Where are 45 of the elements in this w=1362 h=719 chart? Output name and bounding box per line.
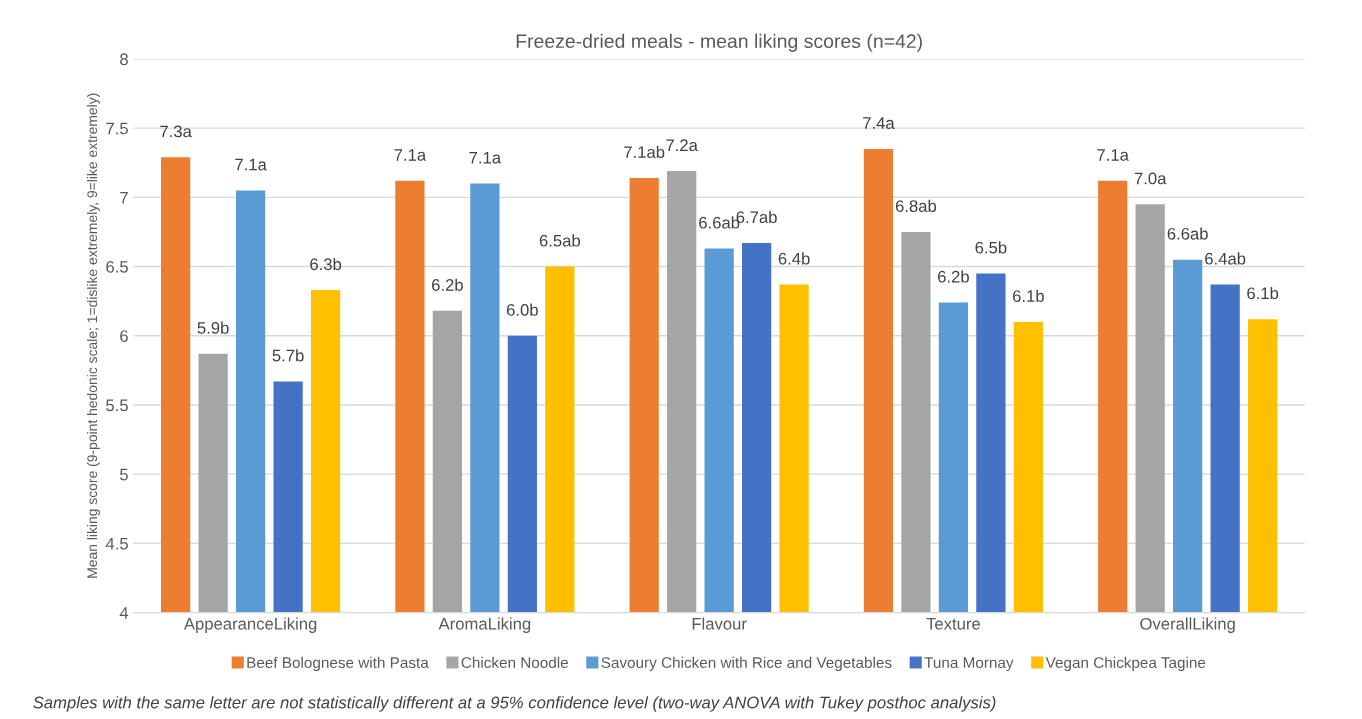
x-tick-label: AppearanceLiking [183, 617, 317, 633]
data-label: 6.4b [778, 252, 810, 265]
x-tick-label: OverallLiking [1140, 617, 1235, 633]
y-tick-label: 8 [120, 53, 128, 66]
legend-label: Beef Bolognese with Pasta [247, 656, 429, 672]
data-label: 7.0a [1134, 172, 1167, 185]
data-label: 6.4ab [1205, 252, 1246, 265]
data-label: 7.1a [469, 151, 502, 164]
x-tick-label: Texture [926, 618, 980, 630]
data-label: 7.2a [666, 139, 698, 152]
chart-title: Freeze-dried meals - mean liking scores (n=42) [516, 33, 922, 52]
data-label: 6.1b [1247, 286, 1279, 300]
x-tick-label: Flavour [692, 617, 747, 630]
data-label: 6.6ab [1167, 227, 1208, 240]
data-label: 7.1a [235, 158, 267, 171]
text: Samples with the same letter are not statistically different at a 95% confidence level (two-way ANOVA with Tukey posthoc analysis) [33, 696, 996, 712]
legend-label: Savoury Chicken with Rice and Vegetables [601, 656, 892, 672]
x-tick-label: AromaLiking [438, 617, 531, 633]
y-tick-label: 5.5 [106, 399, 128, 412]
data-label: 6.1b [1012, 289, 1044, 302]
y-axis-title: Mean liking score (9-point hedonic scale; 1=dislike extremely, 9=like extremely) [86, 93, 100, 578]
legend-label: Vegan Chickpea Tagine [1045, 656, 1206, 672]
y-tick-label: 7 [120, 191, 128, 204]
y-tick-label: 6 [120, 330, 128, 342]
y-tick-label: 4.5 [105, 537, 128, 550]
data-label: 5.9b [197, 321, 229, 334]
data-label: 6.2b [432, 278, 463, 291]
y-tick-label: 5 [120, 468, 128, 481]
data-label: 6.8ab [895, 199, 937, 213]
data-label: 6.3b [310, 257, 342, 271]
data-label: 7.1a [1097, 149, 1129, 161]
data-label: 6.5ab [539, 234, 580, 247]
legend-label: Tuna Mornay [924, 657, 1014, 672]
data-label: 6.2b [938, 270, 969, 283]
data-label: 6.5b [975, 241, 1007, 254]
data-label: 6.0b [506, 303, 538, 316]
y-tick-label: 7.5 [106, 122, 128, 135]
data-label: 7.3a [160, 125, 192, 138]
data-label: 7.1a [394, 149, 427, 161]
data-label: 7.1ab [624, 145, 665, 159]
y-tick-label: 4 [119, 607, 129, 619]
legend-label: Chicken Noodle [461, 656, 568, 669]
data-label: 5.7b [272, 349, 304, 362]
y-tick-label: 6.5 [106, 260, 128, 273]
data-label: 7.4a [863, 117, 895, 129]
